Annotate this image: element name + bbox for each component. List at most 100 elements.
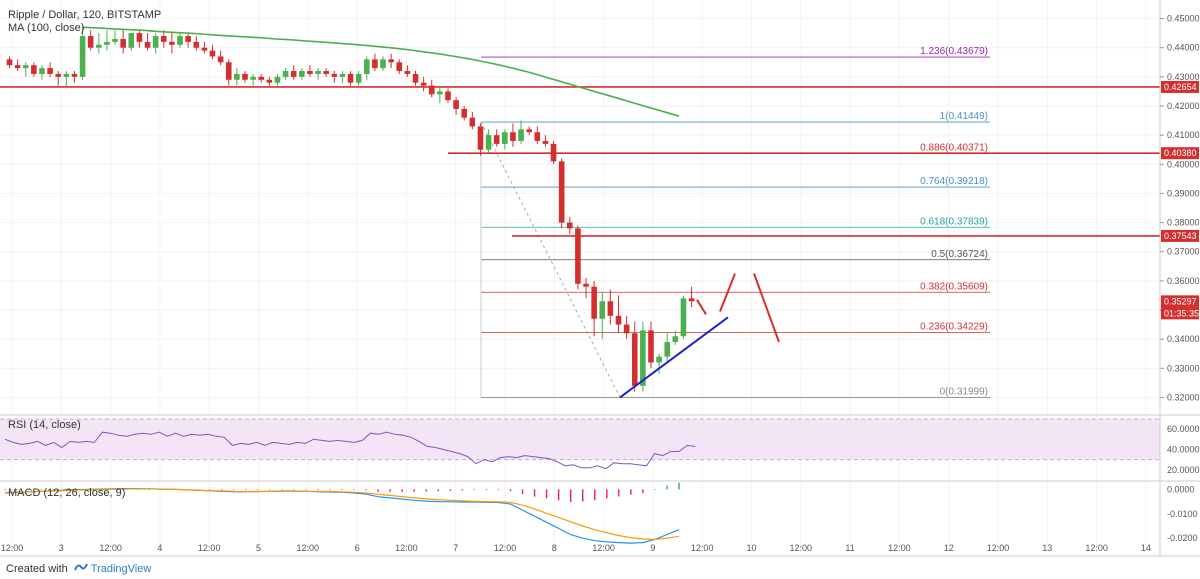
candle-body (331, 73, 338, 77)
candle-body (485, 135, 492, 150)
price-tick-label: 0.42000 (1167, 101, 1200, 111)
projection-stroke (753, 273, 780, 343)
candle-body (185, 36, 191, 42)
candle-body (47, 68, 53, 74)
candle-body (542, 140, 549, 144)
candle-body (688, 298, 695, 302)
candle-body (193, 41, 200, 48)
macd-histogram-bar (269, 489, 271, 490)
macd-histogram-bar (245, 489, 247, 490)
macd-histogram-bar (618, 489, 620, 497)
candle-body (104, 41, 110, 45)
price-tick-label: 0.39000 (1167, 188, 1200, 198)
price-tick-label: 0.37000 (1167, 247, 1200, 257)
footer: Created with TradingView (0, 558, 1200, 579)
rsi-indicator-label: RSI (14, close) (8, 419, 81, 431)
candle-body (160, 36, 167, 42)
price-tick-label: 0.38000 (1167, 218, 1200, 228)
x-tick-label: 9 (650, 543, 655, 553)
candle-body (225, 62, 232, 80)
rsi-pane[interactable] (0, 418, 1160, 470)
candle-body (428, 85, 435, 95)
candle-body (420, 82, 427, 86)
countdown-text: 01:35:35 (1164, 308, 1199, 318)
macd-histogram-bar (220, 489, 223, 490)
macd-histogram-bar (232, 489, 235, 490)
x-tick-label: 12:00 (691, 543, 714, 553)
fibonacci-level-label: 1(0.41449) (940, 111, 988, 122)
fibonacci-level-label: 0.886(0.40371) (920, 142, 988, 153)
candle-body (631, 333, 638, 386)
candle-body (510, 132, 516, 141)
macd-histogram-bar (473, 489, 476, 491)
candle-body (412, 73, 419, 83)
macd-histogram-bar (437, 489, 439, 492)
price-tick-label: 0.45000 (1167, 14, 1200, 24)
macd-histogram-bar (678, 482, 680, 490)
drawings (619, 273, 780, 399)
macd-histogram-bar (485, 489, 488, 491)
created-with-text: Created with (6, 562, 68, 575)
tradingview-brand[interactable]: TradingView (90, 562, 152, 575)
candle-body (493, 135, 500, 144)
macd-histogram-bar (449, 489, 452, 491)
price-tick-label: 0.32000 (1167, 392, 1200, 402)
candle-body (453, 100, 459, 109)
macd-histogram-bar (545, 489, 548, 499)
candle-body (63, 73, 70, 77)
price-level-tag (1161, 80, 1199, 93)
rsi-line (4, 431, 696, 470)
macd-histogram-bar (281, 489, 283, 490)
candle-body (79, 36, 86, 77)
macd-histogram-bar (461, 489, 464, 491)
candle-body (55, 73, 62, 77)
candle-body (234, 73, 240, 80)
x-tick-label: 13 (1042, 543, 1052, 553)
candle-body (31, 65, 37, 74)
axes: 12:00 3 12:00 4 12:00 5 12:00 6 12:00 7 12:00 8 12:0… (0, 0, 1200, 557)
candle-body (87, 36, 94, 48)
ma-indicator-label: MA (100, close) (8, 22, 84, 34)
candle-body (6, 59, 13, 66)
price-tick-label: 0.34000 (1167, 334, 1200, 344)
price-tick-label: 0.43000 (1167, 72, 1200, 82)
x-tick-label: 12:00 (198, 543, 221, 553)
candle-body (648, 330, 654, 363)
candle-body (258, 76, 265, 80)
rsi-tick-label: 60.0000 (1167, 424, 1200, 434)
macd-pane[interactable] (4, 482, 680, 544)
price-level-tag (1161, 229, 1199, 242)
fibonacci-level-label: 0.236(0.34229) (920, 321, 988, 332)
macd-tick-label: -0.0100 (1167, 509, 1198, 519)
macd-histogram-bar (377, 489, 379, 492)
macd-histogram-bar (353, 489, 355, 491)
price-level-tag-text: 0.37543 (1164, 231, 1197, 241)
macd-histogram-bar (329, 489, 331, 490)
projection-stroke (696, 299, 707, 315)
macd-histogram-bar (557, 489, 560, 501)
fibonacci-level-label: 0.382(0.35609) (920, 281, 988, 292)
candle-body (128, 33, 135, 48)
candle-body (550, 143, 557, 162)
macd-histogram-bar (642, 489, 644, 493)
candle-body (623, 324, 630, 334)
macd-histogram-bar (341, 489, 343, 490)
candle-body (266, 79, 273, 83)
candle-body (502, 132, 508, 144)
candle-body (575, 228, 581, 284)
macd-histogram-bar (52, 488, 54, 490)
x-tick-label: 14 (1141, 543, 1151, 553)
fibonacci-level-label: 0(0.31999) (940, 386, 988, 397)
price-pane[interactable]: 1.236(0.43679) 1(0.41449) 0.886(0.40371) 0.… (0, 26, 1160, 398)
price-level-tag (1161, 147, 1199, 160)
macd-histogram-bar (569, 489, 572, 503)
candle-body (339, 73, 346, 77)
candle-body (640, 330, 646, 386)
candle-body (39, 68, 45, 74)
candle-body (396, 62, 403, 72)
x-tick-label: 12 (944, 543, 954, 553)
rsi-tick-label: 20.0000 (1167, 465, 1200, 475)
candle-body (437, 91, 443, 95)
x-tick-label: 3 (59, 543, 64, 553)
